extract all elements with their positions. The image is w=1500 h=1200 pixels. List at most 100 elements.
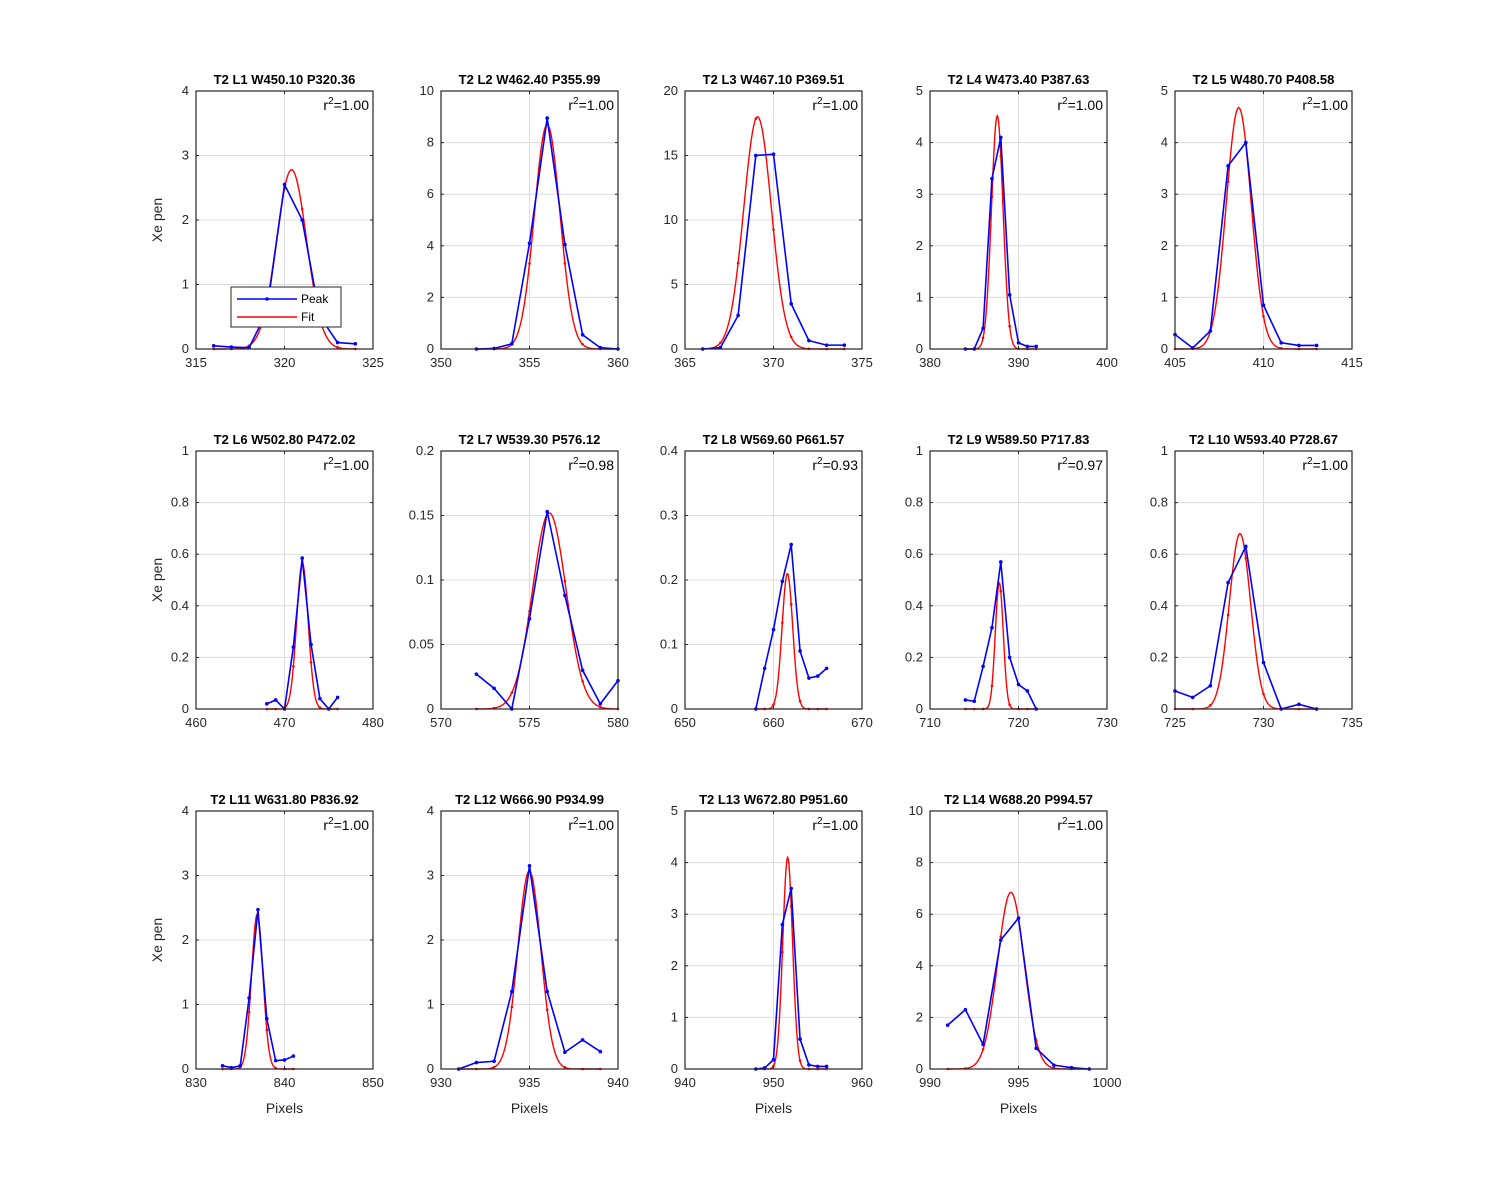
x-tick-label: 570	[430, 715, 452, 730]
peak-point	[1208, 329, 1213, 333]
x-tick-label: 850	[362, 1075, 384, 1090]
y-tick-label: 10	[664, 212, 678, 227]
peak-point	[1190, 695, 1195, 700]
fit-point	[798, 699, 802, 703]
subplot-title: T2 L10 W593.40 P728.67	[1189, 432, 1338, 447]
x-tick-label: 935	[519, 1075, 541, 1090]
peak-point	[1261, 303, 1266, 307]
y-tick-label: 0	[427, 701, 434, 716]
subplot-6: 0 0.2 0.4 0.6 0.8 1 460 470 480 T2 L6 W502.80 P47…	[149, 432, 384, 730]
fit-point	[599, 705, 602, 709]
r-squared-label: r2=1.00	[1057, 816, 1103, 833]
legend-box	[230, 286, 342, 328]
subplot-title: T2 L4 W473.40 P387.63	[948, 72, 1090, 87]
y-tick-label: 10	[909, 803, 923, 818]
x-axis-label: Pixels	[1000, 1100, 1037, 1116]
fit-point	[247, 1010, 251, 1014]
peak-point	[474, 672, 479, 676]
peak-point	[492, 1059, 496, 1064]
fit-point	[1008, 703, 1011, 706]
fit-point	[265, 1028, 269, 1032]
peak-point	[1244, 544, 1248, 549]
y-tick-label: 1	[182, 443, 189, 458]
subplot-11: 0 1 2 3 4 830 840 850 T2 L11 W631.80 P836.92 r2=1…	[149, 792, 384, 1116]
peak-point	[789, 302, 793, 306]
fit-point	[999, 589, 1003, 593]
x-tick-label: 950	[763, 1075, 785, 1090]
y-tick-label: 1	[916, 289, 923, 304]
y-tick-label: 3	[182, 148, 189, 163]
fit-point	[563, 580, 567, 583]
peak-point	[1297, 702, 1301, 707]
peak-point	[265, 1016, 269, 1021]
y-tick-label: 1	[182, 277, 189, 292]
peak-point	[1007, 293, 1012, 297]
peak-point	[273, 698, 278, 702]
r-squared-label: r2=1.00	[323, 96, 369, 113]
x-tick-label: 960	[851, 1075, 873, 1090]
x-tick-label: 400	[1096, 355, 1118, 370]
peak-point	[545, 116, 549, 120]
subplot-12: 0 1 2 3 4 930 935 940 T2 L12 W666.90 P934.99 r2=1…	[427, 792, 629, 1116]
fit-point	[492, 1065, 496, 1069]
x-tick-label: 580	[607, 715, 629, 730]
peak-point	[273, 1058, 278, 1063]
legend-label: Fit	[301, 310, 315, 324]
y-tick-label: 8	[427, 135, 434, 150]
y-tick-label: 15	[664, 148, 678, 163]
peak-point	[780, 922, 785, 927]
peak-point	[1052, 1063, 1056, 1067]
y-tick-label: 0	[427, 1061, 434, 1076]
peak-point	[256, 907, 260, 912]
y-tick-label: 0	[1161, 701, 1168, 716]
r-squared-label: r2=1.00	[323, 456, 369, 473]
r-squared-label: r2=1.00	[812, 96, 858, 113]
peak-point	[972, 699, 977, 704]
r-squared-label: r2=1.00	[568, 96, 614, 113]
peak-point	[1034, 344, 1038, 349]
peak-point	[527, 864, 532, 868]
peak-point	[963, 1007, 968, 1012]
fit-point	[581, 680, 584, 683]
peak-point	[229, 345, 234, 349]
y-tick-label: 0.4	[171, 598, 189, 613]
peak-point	[580, 1038, 585, 1042]
x-tick-label: 830	[185, 1075, 207, 1090]
y-tick-label: 6	[916, 906, 923, 921]
fit-point	[528, 262, 531, 265]
peak-point	[990, 176, 994, 181]
y-tick-label: 0	[427, 341, 434, 356]
peak-point	[527, 241, 532, 246]
x-tick-label: 410	[1253, 355, 1275, 370]
y-tick-label: 0.6	[905, 546, 923, 561]
y-tick-label: 0.4	[660, 443, 678, 458]
y-tick-label: 0	[182, 341, 189, 356]
x-tick-label: 725	[1164, 715, 1186, 730]
fit-point	[300, 207, 304, 211]
subplot-title: T2 L2 W462.40 P355.99	[459, 72, 601, 87]
fit-point	[772, 1064, 775, 1068]
peak-point	[1025, 689, 1030, 693]
x-tick-label: 650	[674, 715, 696, 730]
peak-point	[780, 579, 785, 584]
peak-point	[789, 542, 793, 547]
fit-point	[1008, 324, 1011, 328]
peak-point	[762, 666, 767, 671]
x-tick-label: 325	[362, 355, 384, 370]
y-tick-label: 4	[182, 83, 189, 98]
peak-point	[1025, 344, 1030, 349]
x-tick-label: 940	[674, 1075, 696, 1090]
peak-point	[211, 343, 216, 348]
subplot-2: 0 2 4 6 8 10 350 355 360 T2 L2 W462.40 P355.99 r2=…	[420, 72, 629, 370]
y-tick-label: 4	[427, 238, 434, 253]
y-tick-label: 1	[182, 997, 189, 1012]
peak-point	[824, 343, 829, 347]
peak-point	[1016, 916, 1021, 920]
y-tick-label: 1	[916, 443, 923, 458]
fit-point	[563, 1066, 567, 1069]
y-tick-label: 1	[1161, 443, 1168, 458]
x-tick-label: 990	[919, 1075, 941, 1090]
peak-point	[981, 1042, 985, 1047]
r-squared-label: r2=0.93	[812, 456, 858, 473]
fit-point	[563, 262, 567, 265]
